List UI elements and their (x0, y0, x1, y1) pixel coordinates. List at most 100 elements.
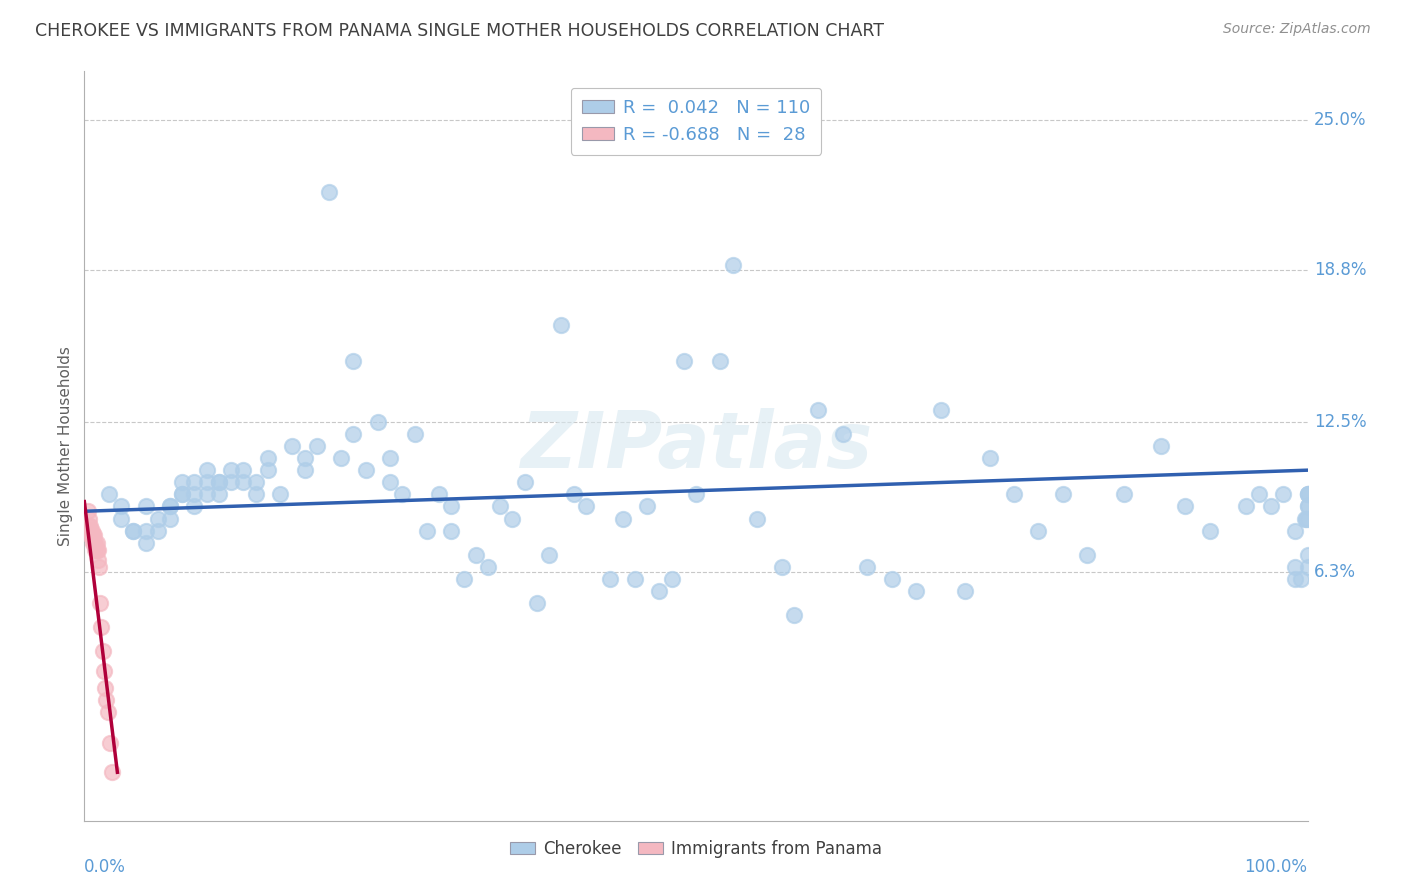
Point (1296, 559, 1319, 574)
Point (146, 511, 169, 525)
Point (562, 487, 585, 501)
Point (513, 475, 536, 490)
Point (783, 608, 806, 623)
Point (93, 664, 115, 678)
Point (685, 487, 707, 501)
Legend: Cherokee, Immigrants from Panama: Cherokee, Immigrants from Panama (503, 833, 889, 864)
Point (195, 463, 218, 477)
Point (1247, 487, 1270, 501)
Point (281, 439, 304, 453)
Text: 18.8%: 18.8% (1313, 260, 1367, 278)
Point (245, 487, 267, 501)
Point (1260, 500, 1282, 514)
Point (195, 487, 218, 501)
Point (550, 318, 572, 333)
Point (648, 584, 671, 599)
Point (318, 185, 340, 199)
Point (294, 463, 316, 477)
Point (721, 258, 744, 272)
Point (80, 524, 103, 538)
Point (440, 524, 463, 538)
Point (880, 572, 903, 586)
Point (477, 559, 499, 574)
Point (208, 487, 231, 501)
Point (82, 535, 104, 549)
Point (1028, 524, 1050, 538)
Point (183, 500, 205, 514)
Point (183, 487, 205, 501)
Point (599, 572, 621, 586)
Point (98, 736, 121, 750)
Point (245, 475, 267, 490)
Point (1284, 524, 1306, 538)
Point (80, 528, 103, 542)
Point (672, 354, 695, 368)
Point (502, 511, 524, 525)
Text: 0.0%: 0.0% (84, 858, 127, 876)
Point (94, 681, 117, 695)
Point (208, 475, 231, 490)
Text: 12.5%: 12.5% (1313, 413, 1367, 431)
Point (83, 528, 105, 542)
Point (1284, 572, 1306, 586)
Point (416, 524, 439, 538)
Point (135, 535, 157, 549)
Point (1296, 500, 1319, 514)
Point (172, 475, 194, 490)
Point (195, 475, 218, 490)
Point (82, 528, 104, 542)
Point (159, 511, 181, 525)
Point (1294, 511, 1316, 525)
Text: Source: ZipAtlas.com: Source: ZipAtlas.com (1223, 22, 1371, 37)
Point (257, 451, 280, 466)
Point (1296, 487, 1319, 501)
Point (624, 572, 647, 586)
Point (1284, 559, 1306, 574)
Point (747, 511, 769, 525)
Point (380, 451, 402, 466)
Point (831, 426, 853, 441)
Point (330, 451, 353, 466)
Point (807, 402, 830, 417)
Point (342, 426, 364, 441)
Point (1296, 487, 1319, 501)
Point (380, 475, 402, 490)
Point (96, 693, 118, 707)
Point (636, 500, 658, 514)
Point (538, 548, 561, 562)
Point (135, 500, 157, 514)
Point (159, 500, 181, 514)
Point (83, 535, 105, 549)
Point (342, 354, 364, 368)
Point (464, 548, 486, 562)
Point (87, 552, 110, 566)
Text: ZIPatlas: ZIPatlas (520, 408, 872, 484)
Point (709, 354, 731, 368)
Point (219, 475, 242, 490)
Point (1076, 548, 1098, 562)
Point (1296, 500, 1319, 514)
Point (90, 620, 112, 634)
Point (101, 765, 124, 780)
Point (257, 463, 280, 477)
Point (856, 559, 879, 574)
Point (122, 524, 145, 538)
Point (172, 487, 194, 501)
Point (1296, 487, 1319, 501)
Point (172, 487, 194, 501)
Point (905, 584, 928, 599)
Point (77, 511, 100, 525)
Point (367, 415, 389, 429)
Point (404, 426, 426, 441)
Point (575, 500, 598, 514)
Point (208, 475, 231, 490)
Point (294, 451, 316, 466)
Text: CHEROKEE VS IMMIGRANTS FROM PANAMA SINGLE MOTHER HOUSEHOLDS CORRELATION CHART: CHEROKEE VS IMMIGRANTS FROM PANAMA SINGL… (35, 22, 884, 40)
Point (159, 500, 181, 514)
Point (87, 559, 110, 574)
Point (489, 500, 512, 514)
Point (1296, 511, 1319, 525)
Y-axis label: Single Mother Households: Single Mother Households (58, 346, 73, 546)
Point (79, 528, 101, 542)
Point (1198, 524, 1220, 538)
